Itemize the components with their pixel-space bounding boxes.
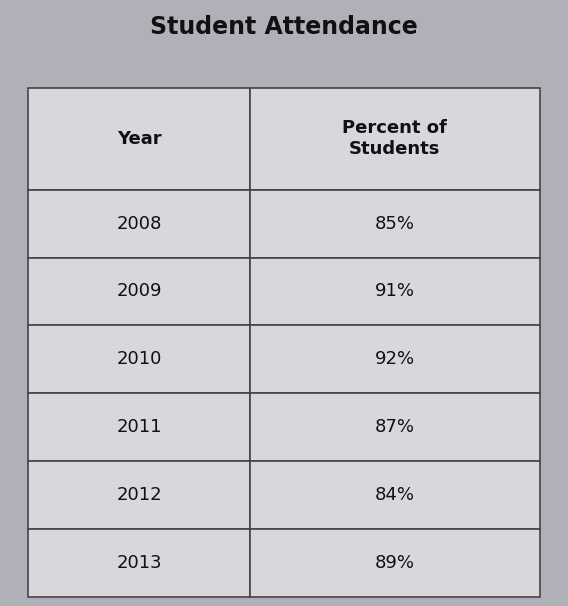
Bar bbox=[28, 393, 250, 461]
Text: 92%: 92% bbox=[375, 350, 415, 368]
Text: 2012: 2012 bbox=[116, 486, 162, 504]
Bar bbox=[28, 258, 250, 325]
Bar bbox=[28, 190, 250, 258]
Bar bbox=[28, 88, 250, 190]
Text: 2010: 2010 bbox=[116, 350, 162, 368]
Bar bbox=[28, 325, 250, 393]
Bar bbox=[250, 461, 540, 529]
Bar bbox=[28, 461, 250, 529]
Text: 2013: 2013 bbox=[116, 554, 162, 572]
Bar bbox=[250, 88, 540, 190]
Bar bbox=[250, 190, 540, 258]
Text: 89%: 89% bbox=[375, 554, 415, 572]
Text: 87%: 87% bbox=[375, 418, 415, 436]
Text: 91%: 91% bbox=[375, 282, 415, 301]
Bar bbox=[250, 529, 540, 597]
Bar bbox=[250, 258, 540, 325]
Text: 85%: 85% bbox=[375, 215, 415, 233]
Text: Student Attendance: Student Attendance bbox=[150, 15, 418, 39]
Text: 2008: 2008 bbox=[116, 215, 162, 233]
Text: 2009: 2009 bbox=[116, 282, 162, 301]
Text: 2011: 2011 bbox=[116, 418, 162, 436]
Bar bbox=[250, 393, 540, 461]
Bar bbox=[250, 325, 540, 393]
Text: Percent of
Students: Percent of Students bbox=[343, 119, 447, 158]
Text: 84%: 84% bbox=[375, 486, 415, 504]
Text: Year: Year bbox=[117, 130, 161, 148]
Bar bbox=[28, 529, 250, 597]
